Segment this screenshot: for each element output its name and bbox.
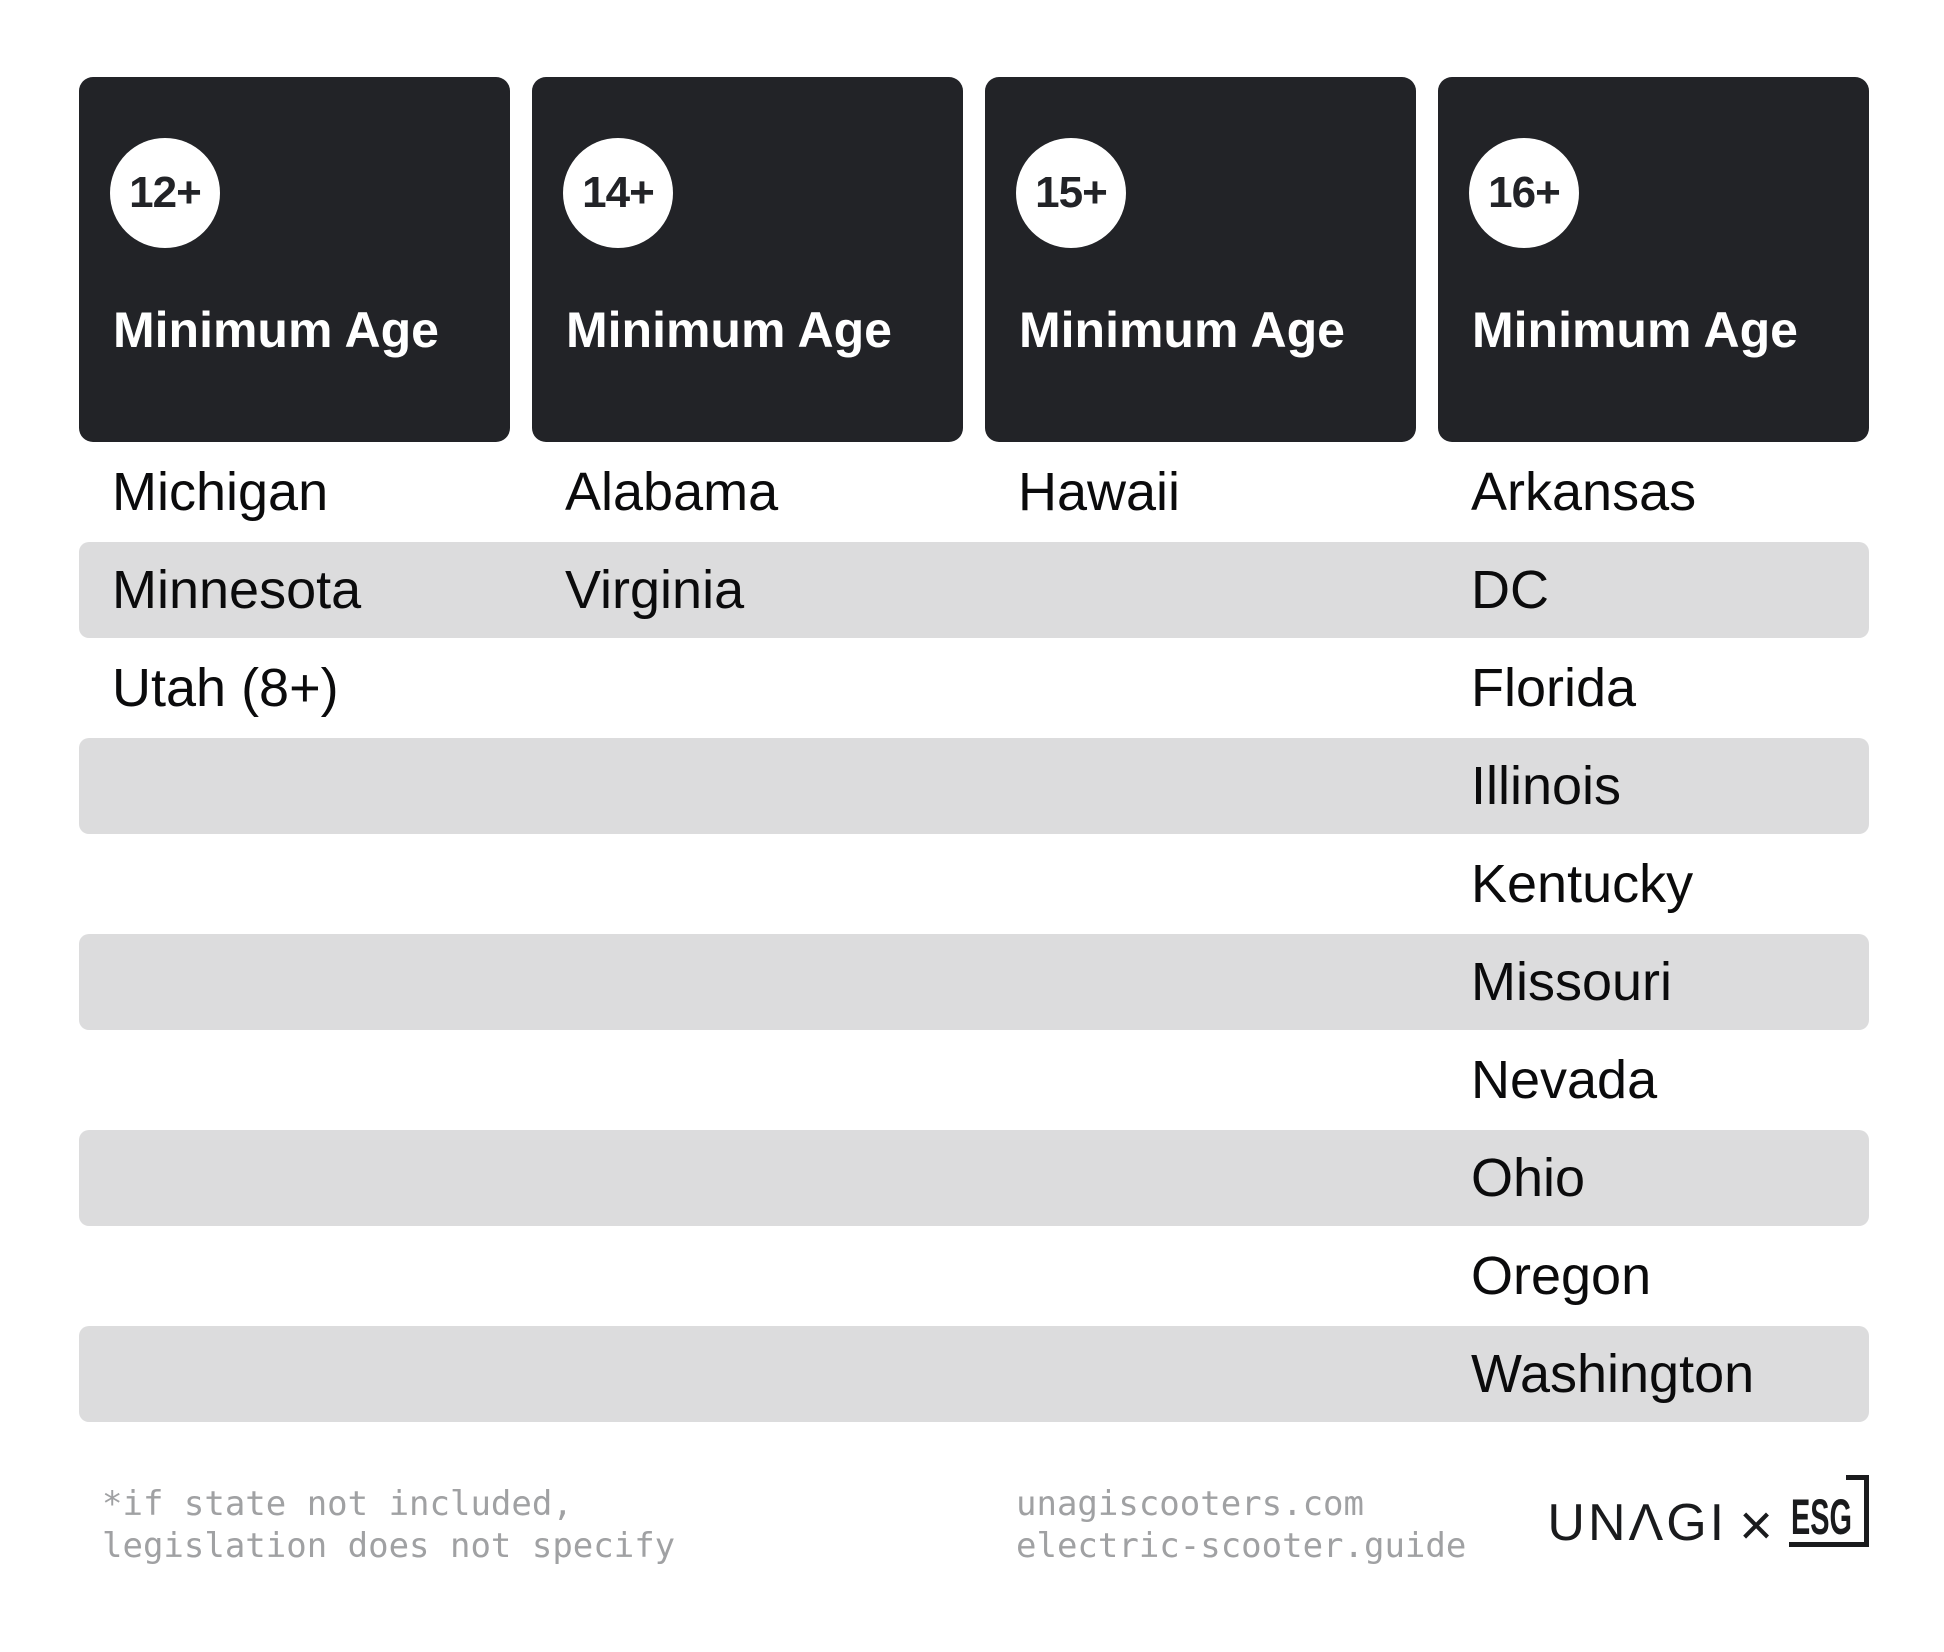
- age-badge-label: 15+: [1035, 168, 1108, 217]
- state-row: Missouri: [79, 934, 1869, 1030]
- state-row: Kentucky: [79, 836, 1869, 932]
- state-row: Michigan Alabama Hawaii Arkansas: [79, 444, 1869, 540]
- state-cell: Washington: [1471, 1344, 1755, 1404]
- age-card-15: 15+ Minimum Age: [985, 77, 1416, 442]
- site-url-unagi: unagiscooters.com: [1016, 1484, 1364, 1524]
- state-row: Utah (8+) Florida: [79, 640, 1869, 736]
- site-url-esg: electric-scooter.guide: [1016, 1526, 1467, 1566]
- state-cell: Hawaii: [1018, 462, 1181, 522]
- brand-logo: UNΛGI × ESG: [1547, 1475, 1869, 1558]
- state-cell: Kentucky: [1471, 854, 1694, 914]
- state-row: Illinois: [79, 738, 1869, 834]
- state-cell: Minnesota: [112, 560, 362, 620]
- footnote: *if state not included, legislation does…: [102, 1483, 675, 1567]
- footnote-line-2: legislation does not specify: [102, 1526, 676, 1566]
- age-cards-row: 12+ Minimum Age 14+ Minimum Age 15+ Mini…: [79, 77, 1869, 442]
- state-cell: Arkansas: [1471, 462, 1697, 522]
- age-badge-icon: 15+: [1016, 138, 1126, 248]
- age-card-16: 16+ Minimum Age: [1438, 77, 1869, 442]
- state-cell: Oregon: [1471, 1246, 1652, 1306]
- state-cell: Alabama: [565, 462, 779, 522]
- age-card-12: 12+ Minimum Age: [79, 77, 510, 442]
- state-cell: Ohio: [1471, 1148, 1586, 1208]
- card-title: Minimum Age: [566, 302, 892, 358]
- states-table: Michigan Alabama Hawaii Arkansas Minnesota Vi…: [79, 444, 1869, 1422]
- state-row: Nevada: [79, 1032, 1869, 1128]
- state-cell: Michigan: [112, 462, 329, 522]
- state-cell: Virginia: [565, 560, 745, 620]
- site-links: unagiscooters.com electric-scooter.guide: [1016, 1483, 1466, 1567]
- age-card-14: 14+ Minimum Age: [532, 77, 963, 442]
- card-title: Minimum Age: [1472, 302, 1798, 358]
- age-badge-label: 16+: [1488, 168, 1561, 217]
- card-title: Minimum Age: [113, 302, 439, 358]
- unagi-logo: UNΛGI: [1547, 1494, 1728, 1552]
- state-cell: Nevada: [1471, 1050, 1658, 1110]
- state-cell: Florida: [1471, 658, 1637, 718]
- state-cell: Utah (8+): [112, 658, 339, 718]
- state-row: Ohio: [79, 1130, 1869, 1226]
- esg-logo-icon: ESG: [1789, 1475, 1869, 1547]
- esg-logo-text: ESG: [1791, 1489, 1852, 1545]
- age-badge-label: 14+: [582, 168, 655, 217]
- age-badge-icon: 14+: [563, 138, 673, 248]
- footer: *if state not included, legislation does…: [79, 1424, 1869, 1624]
- age-badge-icon: 12+: [110, 138, 220, 248]
- age-badge-icon: 16+: [1469, 138, 1579, 248]
- state-row: Oregon: [79, 1228, 1869, 1324]
- state-row: Washington: [79, 1326, 1869, 1422]
- state-cell: DC: [1471, 560, 1549, 620]
- state-row: Minnesota Virginia DC: [79, 542, 1869, 638]
- footnote-line-1: *if state not included,: [102, 1484, 573, 1524]
- age-badge-label: 12+: [129, 168, 202, 217]
- card-title: Minimum Age: [1019, 302, 1345, 358]
- multiply-icon: ×: [1739, 1493, 1773, 1558]
- state-cell: Illinois: [1471, 756, 1622, 816]
- state-cell: Missouri: [1471, 952, 1673, 1012]
